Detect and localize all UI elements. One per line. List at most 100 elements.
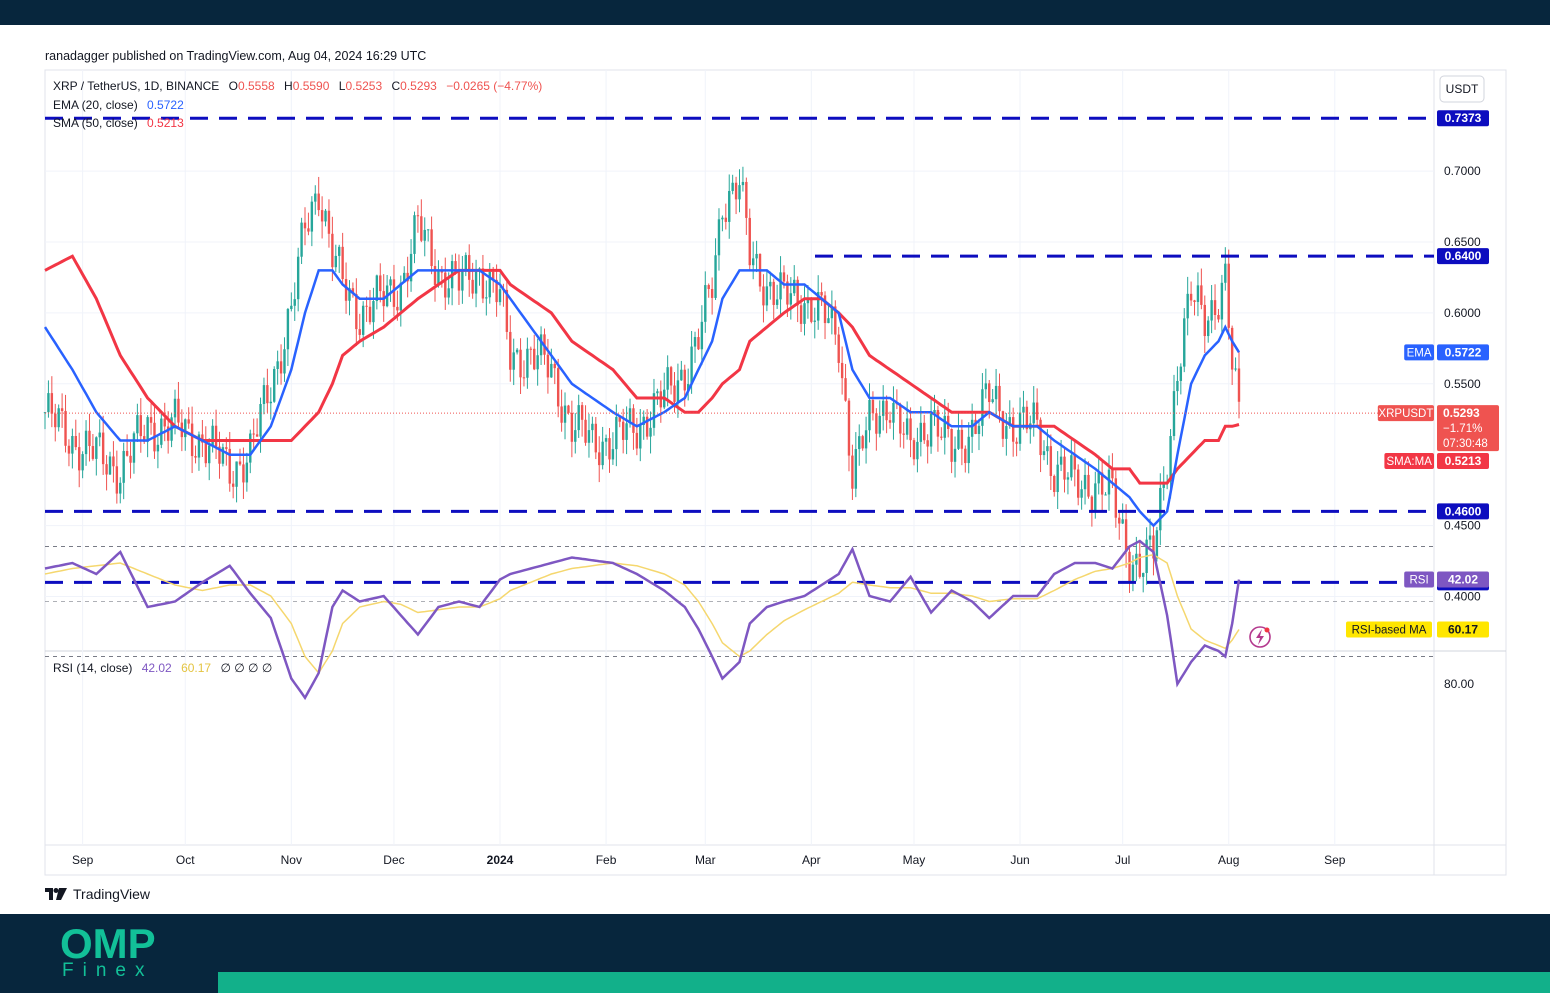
candle — [348, 280, 351, 316]
candle — [775, 284, 779, 309]
sma-legend[interactable]: SMA (50, close) 0.5213 — [53, 116, 184, 130]
candle — [1128, 547, 1131, 593]
candle — [895, 389, 899, 410]
candle — [844, 363, 847, 402]
candle — [1005, 413, 1008, 456]
candle — [235, 461, 238, 503]
price-axis[interactable]: 0.7000 0.6500 0.6000 0.5500 0.4500 0.4000 — [1444, 164, 1481, 603]
ema-20-line — [43, 269, 1241, 528]
candle — [748, 208, 751, 270]
svg-text:SMA:MA: SMA:MA — [1387, 456, 1433, 468]
candle — [108, 451, 112, 475]
candle — [991, 388, 994, 404]
svg-text:42.02: 42.02 — [1448, 573, 1478, 587]
candle — [149, 403, 153, 435]
currency-button[interactable] — [1439, 75, 1485, 103]
candle — [1070, 439, 1073, 481]
candle — [1227, 249, 1230, 340]
candle — [1224, 247, 1227, 291]
candle — [704, 271, 707, 333]
candle — [981, 373, 984, 437]
chart-frame — [44, 69, 1507, 876]
candle — [1076, 464, 1080, 506]
candle — [745, 177, 748, 235]
candle — [604, 434, 608, 456]
candle — [1176, 366, 1179, 406]
candle — [923, 414, 926, 444]
rsi-value-tag: 42.02 — [1437, 571, 1489, 588]
candle — [505, 281, 509, 340]
candle — [385, 275, 389, 308]
rsi-legend[interactable]: RSI (14, close) 42.02 60.17 ∅ ∅ ∅ ∅ — [53, 661, 272, 675]
ema-tag: EMA — [1404, 344, 1434, 361]
candle — [471, 262, 474, 299]
candle — [160, 412, 163, 449]
candle — [1210, 284, 1213, 334]
candle — [54, 403, 57, 442]
symbol-tag: XRPUSDT — [1377, 405, 1434, 422]
low-label: L — [339, 79, 346, 93]
candle — [625, 406, 628, 455]
candle — [1217, 308, 1220, 323]
candle — [567, 404, 570, 415]
candle — [950, 428, 953, 474]
rsi-tick-label: 80.00 — [1444, 677, 1474, 691]
candle — [204, 426, 207, 468]
candle — [1121, 503, 1124, 524]
time-tick-label: Sep — [72, 853, 94, 867]
candle — [854, 432, 858, 498]
candle — [283, 337, 286, 382]
candle — [1032, 386, 1035, 437]
candle — [485, 280, 488, 316]
candle — [840, 346, 844, 395]
candle — [125, 434, 129, 457]
svg-text:RSI-based MA: RSI-based MA — [1352, 624, 1427, 636]
candle — [967, 422, 970, 474]
candle — [64, 394, 67, 453]
candle — [273, 366, 276, 403]
rsi-axis[interactable]: 80.00 — [1444, 677, 1474, 691]
candle — [1220, 274, 1224, 337]
candle — [1155, 526, 1159, 562]
candle — [827, 303, 830, 324]
candle — [892, 386, 895, 440]
candle — [1152, 525, 1155, 576]
candle — [1056, 451, 1059, 509]
candle — [98, 419, 101, 447]
time-axis[interactable]: Sep Oct Nov Dec 2024 Feb Mar Apr May Jun Jul Aug Sep — [72, 853, 1346, 867]
candle — [457, 254, 461, 305]
candle — [1141, 572, 1145, 593]
candle — [639, 408, 642, 462]
candle — [929, 397, 933, 454]
candle — [591, 416, 594, 443]
svg-text:EMA: EMA — [1407, 347, 1432, 359]
candle — [686, 368, 690, 401]
svg-text:0.7373: 0.7373 — [1445, 111, 1482, 125]
candle — [885, 395, 888, 434]
candle — [252, 418, 255, 451]
sma-50-line — [44, 254, 1240, 485]
candle — [902, 421, 905, 449]
sma-value-tag: 0.5213 — [1437, 453, 1489, 469]
tradingview-logo[interactable]: TradingView — [45, 885, 150, 903]
candle — [43, 412, 47, 430]
candle — [67, 439, 71, 467]
tradingview-icon — [45, 888, 67, 900]
ema-legend[interactable]: EMA (20, close) 0.5722 — [53, 98, 184, 112]
candle — [74, 419, 77, 451]
candle — [276, 350, 279, 385]
candle — [533, 334, 536, 371]
candle — [286, 307, 290, 366]
candle — [214, 409, 218, 460]
omp-finex-logo[interactable]: OMP Finex — [60, 920, 180, 982]
candle — [495, 264, 498, 317]
candle — [734, 176, 738, 215]
candle — [372, 287, 375, 339]
lightning-icon[interactable] — [1249, 626, 1271, 648]
candle — [461, 255, 464, 304]
level-label-0.7373: 0.7373 — [1437, 110, 1489, 127]
price-tick-label: 0.4500 — [1444, 519, 1481, 533]
candle — [1001, 410, 1005, 448]
candle — [1015, 437, 1018, 457]
